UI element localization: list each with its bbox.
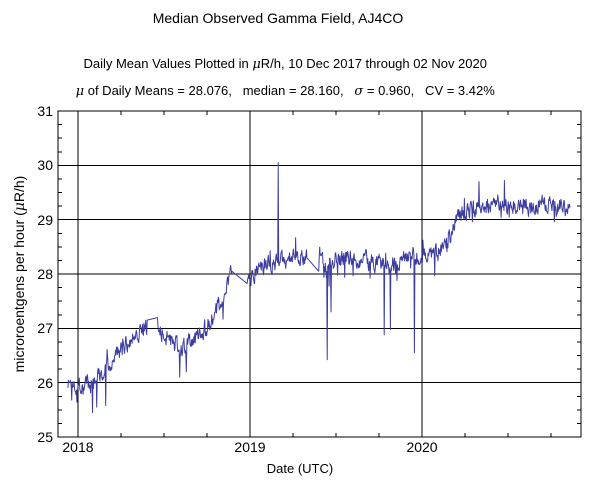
y-tick-label: 29 [37,211,53,228]
chart-title: Median Observed Gamma Field, AJ4CO [0,10,556,26]
x-axis-label-text: Date (UTC) [266,461,334,476]
subtitle-text-2: R/h, 10 Dec 2017 through 02 Nov 2020 [260,56,487,71]
mu-symbol: μ [252,57,261,72]
subtitle-text: Daily Mean Values Plotted in [83,56,253,71]
gamma-series-line [67,162,571,414]
stats-text-2: = 0.960, CV = 3.42% [363,83,495,98]
sigma-symbol: σ [354,84,364,99]
chart-subtitle: Daily Mean Values Plotted in μR/h, 10 De… [0,41,556,87]
x-tick-label: 2018 [62,439,94,455]
x-tick-label: 2019 [234,439,266,455]
x-tick-label: 2020 [406,439,438,455]
x-axis-label: Date (UTC) [0,461,600,476]
y-tick-label: 28 [37,266,53,282]
stats-text: of Daily Means = 28.076, median = 28.160… [84,83,355,98]
y-tick-label: 30 [37,157,53,174]
y-tick-label: 31 [37,103,53,119]
y-tick-label: 25 [37,429,53,445]
y-tick-label: 27 [37,320,53,337]
plot-frame [57,110,582,438]
chart-title-text: Median Observed Gamma Field, AJ4CO [152,10,404,26]
y-tick-label: 26 [37,374,53,391]
mu-symbol: μ [75,84,85,99]
chart-stats-line: μ of Daily Means = 28.076, median = 28.1… [0,68,556,114]
